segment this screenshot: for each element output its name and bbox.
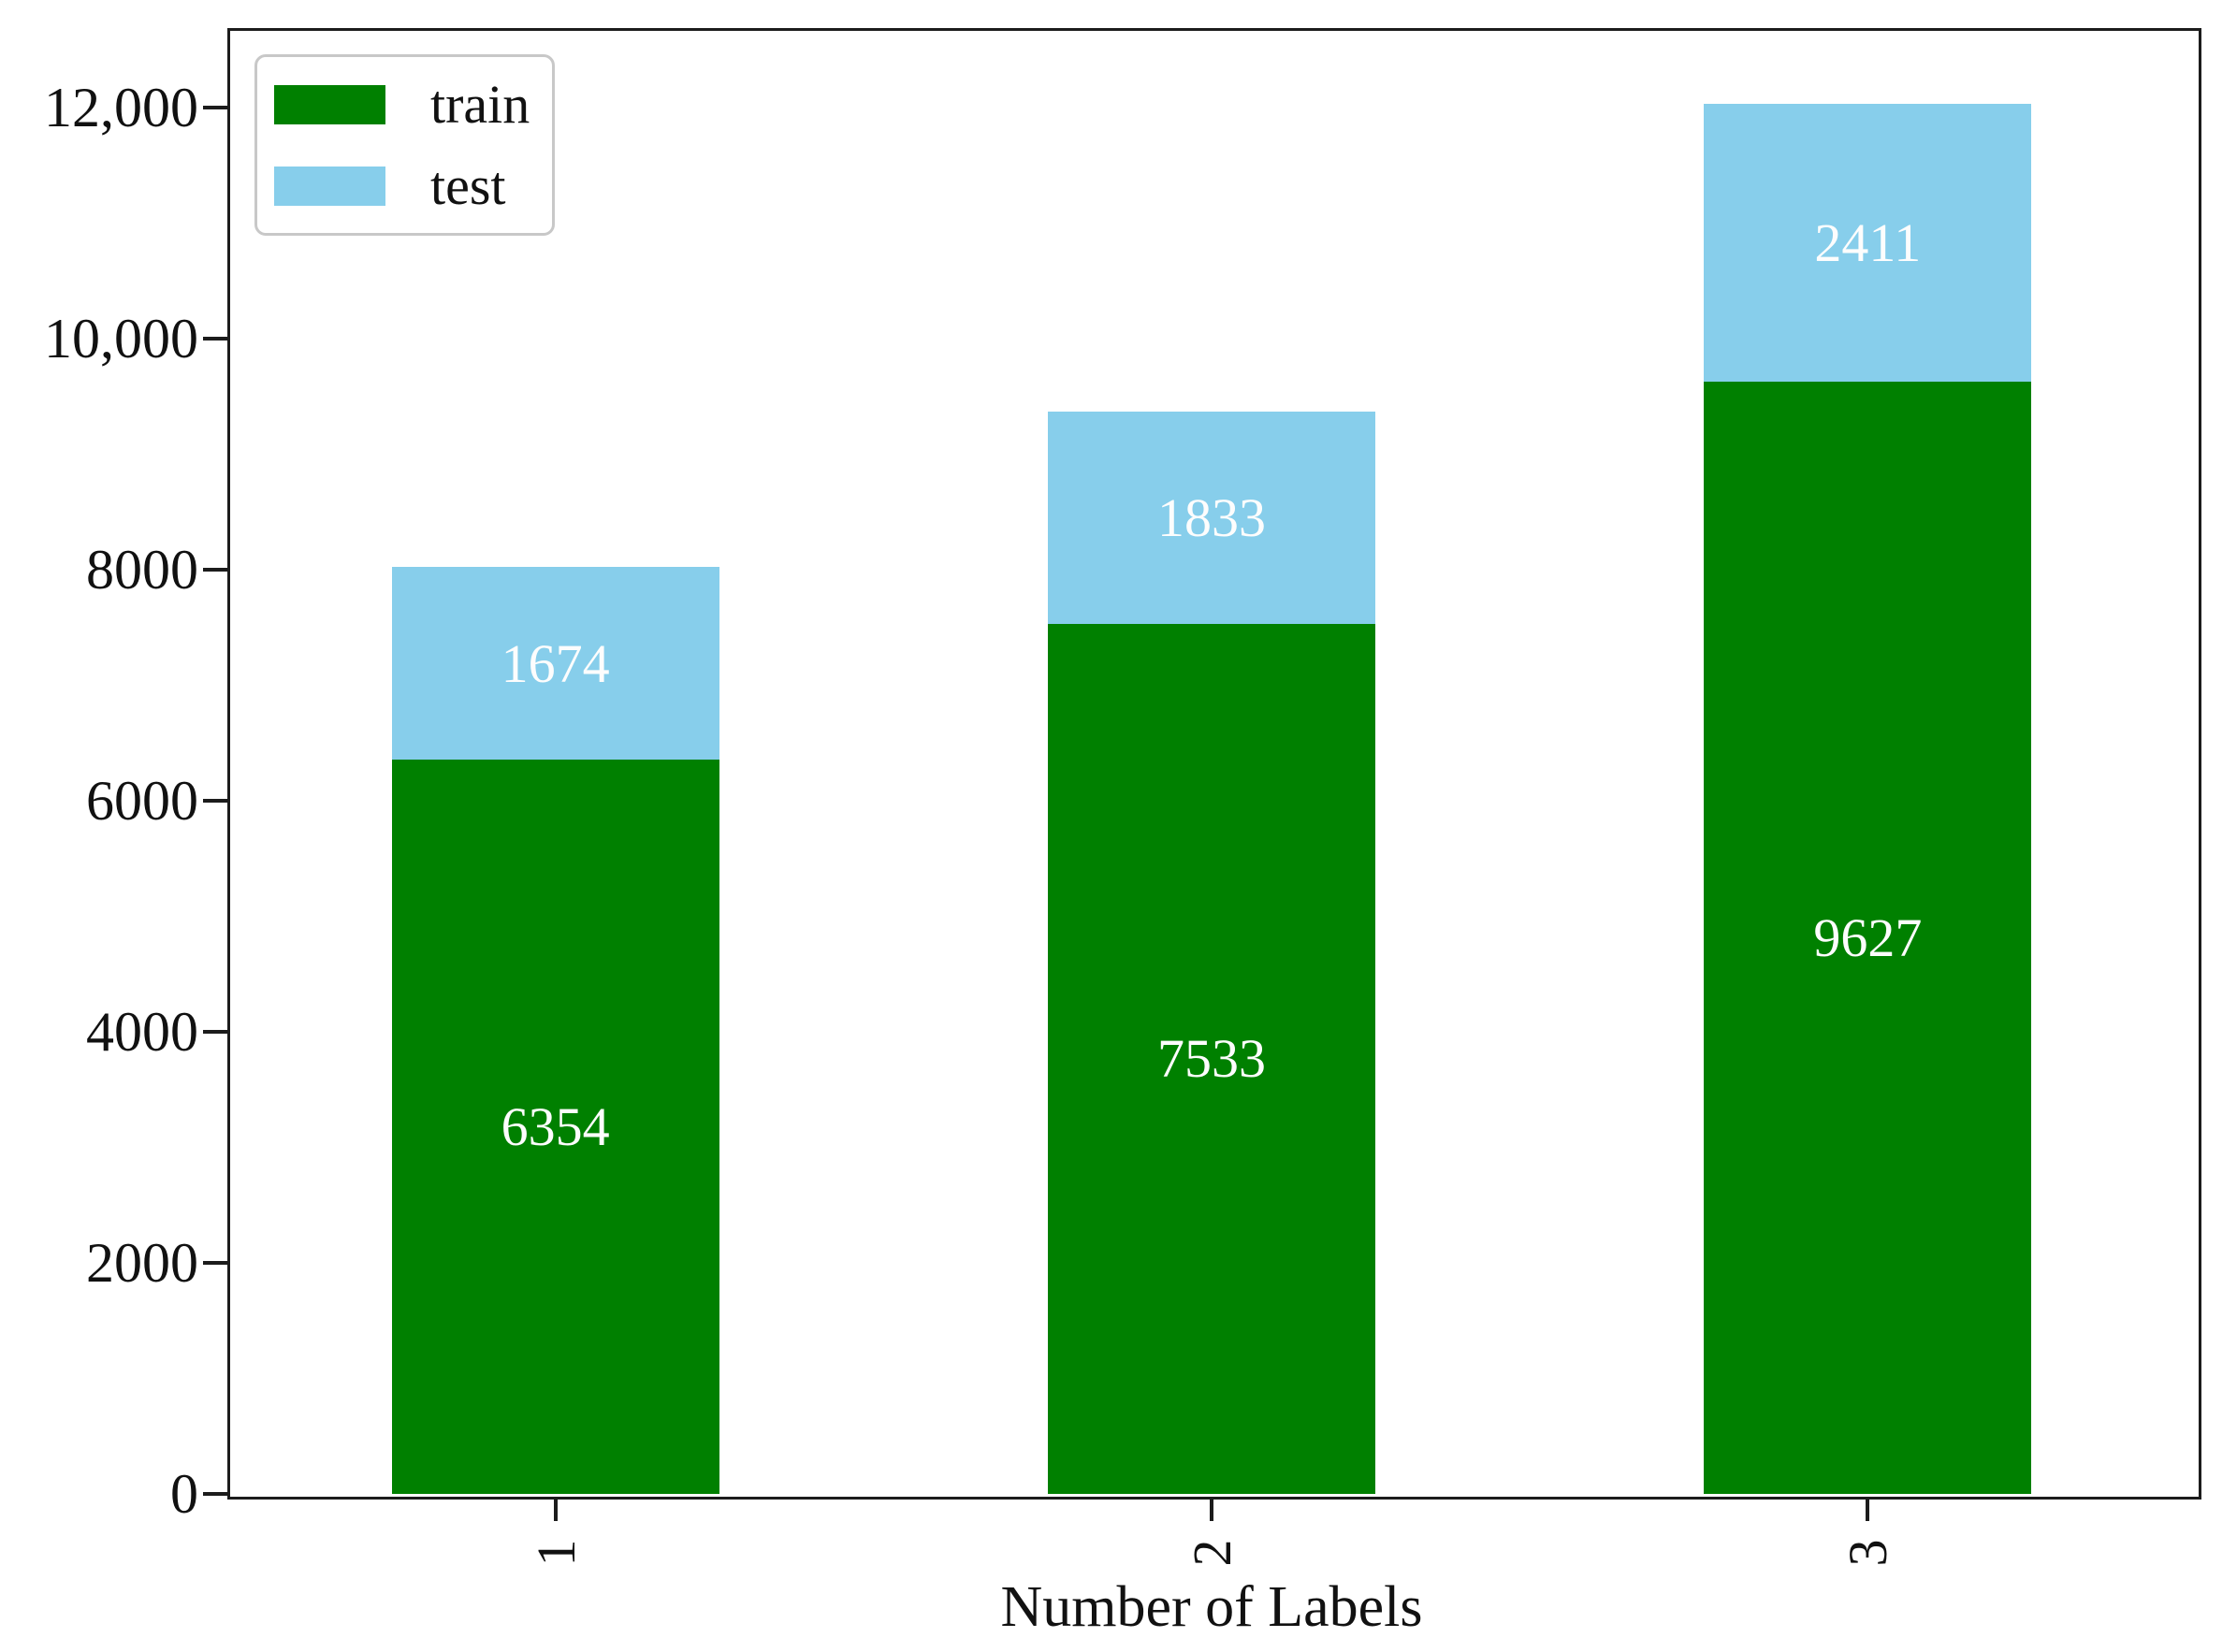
y-tick-label: 6000 [86, 770, 198, 833]
legend-item-train: train [257, 64, 552, 145]
bar-segment-train-1: 6354 [391, 760, 719, 1494]
y-tick-mark [203, 568, 227, 572]
legend-swatch-test [274, 166, 385, 206]
bar-value-label: 1674 [501, 632, 610, 694]
y-tick-label: 8000 [86, 539, 198, 601]
x-tick-label: 1 [525, 1539, 587, 1567]
bar-segment-test-3: 2411 [1704, 103, 2032, 383]
bar-segment-train-3: 9627 [1704, 382, 2032, 1494]
x-tick-mark [553, 1497, 558, 1521]
x-tick-mark [1866, 1497, 1870, 1521]
y-tick-mark [203, 799, 227, 804]
x-tick-mark [1210, 1497, 1213, 1521]
bar-segment-test-1: 1674 [391, 566, 719, 761]
legend-label-test: test [430, 154, 506, 216]
y-tick-label: 0 [170, 1463, 198, 1525]
bar-segment-test-2: 1833 [1048, 412, 1375, 624]
bar-value-label: 9627 [1813, 907, 1923, 969]
y-tick-label: 2000 [86, 1232, 198, 1295]
legend-label-train: train [430, 73, 530, 135]
x-tick-label: 2 [1181, 1539, 1242, 1567]
y-tick-mark [203, 106, 227, 110]
bar-segment-train-2: 7533 [1048, 623, 1375, 1494]
y-tick-label: 12,000 [44, 77, 198, 139]
y-tick-mark [203, 1492, 227, 1496]
legend: train test [254, 54, 555, 236]
x-axis-title: Number of Labels [1000, 1575, 1423, 1639]
y-tick-label: 4000 [86, 1001, 198, 1064]
bar-value-label: 6354 [501, 1096, 610, 1158]
legend-swatch-train [274, 84, 385, 124]
bar-value-label: 2411 [1814, 211, 1922, 273]
bar-value-label: 7533 [1157, 1028, 1266, 1090]
x-tick-label: 3 [1837, 1539, 1898, 1567]
legend-item-test: test [257, 145, 552, 226]
y-tick-mark [203, 1261, 227, 1266]
y-tick-label: 10,000 [44, 308, 198, 370]
bar-value-label: 1833 [1157, 487, 1266, 549]
y-tick-mark [203, 337, 227, 341]
y-tick-mark [203, 1030, 227, 1035]
